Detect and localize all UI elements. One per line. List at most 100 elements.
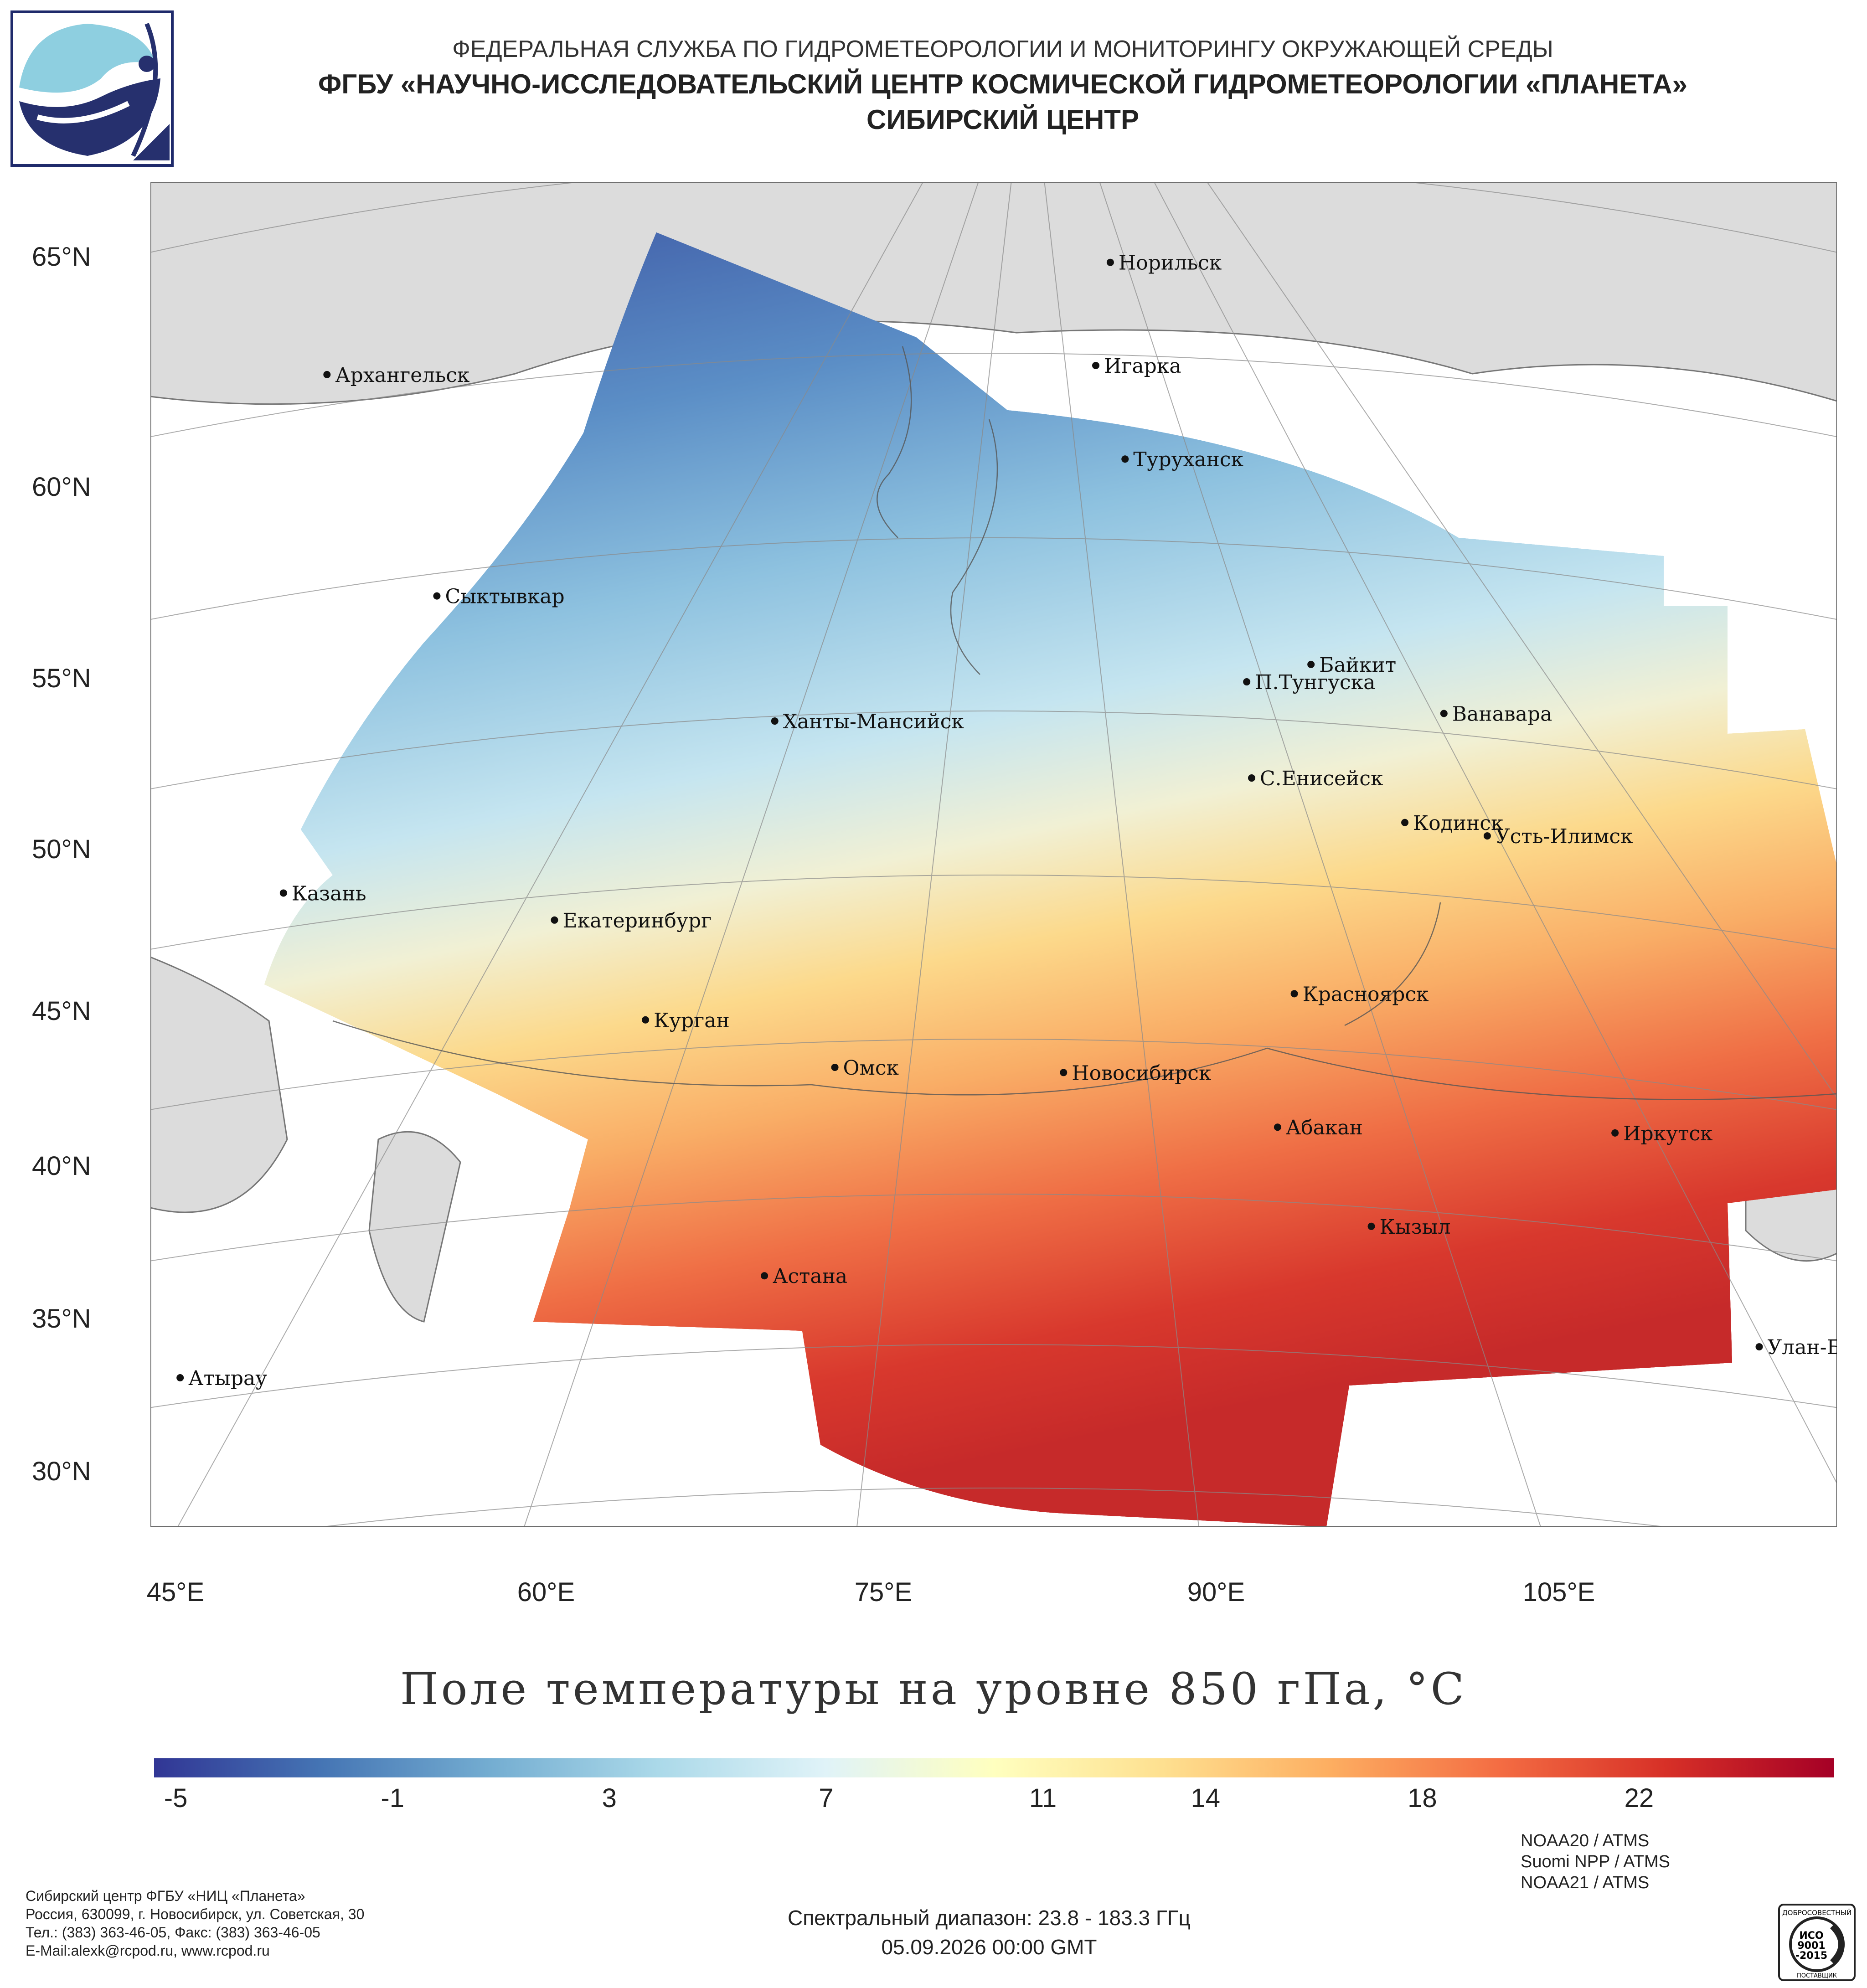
colorbar-tick-label: 7	[819, 1783, 834, 1813]
city-marker: Кодинск	[1401, 812, 1503, 835]
city-marker: Новосибирск	[1060, 1061, 1211, 1085]
iso-bottom: ПОСТАВЩИК	[1797, 1973, 1837, 1979]
city-label: П.Тунгуска	[1255, 671, 1375, 694]
city-dot	[176, 1374, 184, 1382]
city-marker: Казань	[279, 882, 366, 905]
city-label: Усть-Илимск	[1496, 825, 1633, 848]
email: E-Mail:alexk@rcpod.ru, www.rcpod.ru	[26, 1942, 270, 1959]
city-label: Кодинск	[1413, 812, 1503, 835]
city-marker: Игарка	[1092, 355, 1181, 378]
colorbar-tick-label: 3	[602, 1783, 617, 1813]
lat-label: 50°N	[32, 834, 91, 864]
city-marker: Екатеринбург	[551, 909, 712, 932]
city-dot	[1367, 1222, 1375, 1230]
city-marker: Иркутск	[1611, 1122, 1713, 1145]
city-marker: Улан-Батор	[1755, 1336, 1837, 1359]
city-label: Екатеринбург	[562, 909, 712, 932]
lat-label: 30°N	[32, 1457, 91, 1486]
temperature-map: ДиксонХатангаСабеттаНорильскАрхангельскИ…	[150, 182, 1837, 1527]
header-center: СИБИРСКИЙ ЦЕНТР	[866, 104, 1139, 135]
city-dot	[323, 371, 331, 378]
iso-text1: ИСО	[1799, 1930, 1823, 1942]
city-label: Туруханск	[1133, 448, 1243, 471]
address: Россия, 630099, г. Новосибирск, ул. Сове…	[26, 1906, 365, 1922]
header-institute: ФГБУ «НАУЧНО-ИССЛЕДОВАТЕЛЬСКИЙ ЦЕНТР КОС…	[318, 69, 1687, 99]
city-marker: Архангельск	[323, 364, 469, 387]
city-marker: Кызыл	[1367, 1215, 1451, 1239]
city-label: Астана	[773, 1265, 847, 1288]
city-dot	[1611, 1129, 1619, 1137]
city-dot	[1483, 832, 1491, 840]
city-label: Кызыл	[1380, 1215, 1451, 1239]
city-dot	[1121, 455, 1129, 463]
city-label: Омск	[843, 1056, 899, 1080]
city-marker: Усть-Илимск	[1483, 825, 1633, 848]
city-label: Красноярск	[1303, 983, 1429, 1006]
city-dot	[642, 1016, 650, 1024]
city-dot	[1401, 819, 1409, 826]
city-dot	[771, 717, 779, 725]
lon-label: 60°E	[517, 1577, 575, 1607]
city-markers: ДиксонХатангаСабеттаНорильскАрхангельскИ…	[176, 252, 1837, 1390]
city-dot	[1106, 258, 1114, 266]
lon-label: 75°E	[854, 1577, 913, 1607]
city-label: Иркутск	[1623, 1122, 1712, 1145]
colorbar-tick-label: 11	[1029, 1783, 1057, 1813]
product-info: Спектральный диапазон: 23.8 - 183.3 ГГц …	[684, 1903, 1295, 1962]
lat-label: 60°N	[32, 472, 91, 502]
city-label: Ханты-Мансийск	[783, 710, 964, 733]
city-marker: Туруханск	[1121, 448, 1243, 471]
city-dot	[433, 592, 441, 600]
city-marker: Астана	[761, 1265, 847, 1288]
city-marker: С.Енисейск	[1248, 767, 1383, 790]
city-label: Норильск	[1119, 252, 1222, 275]
city-dot	[1248, 774, 1255, 782]
city-dot	[1290, 990, 1298, 998]
city-dot	[1755, 1343, 1763, 1351]
city-marker: Атырау	[176, 1367, 267, 1390]
colorbar-tick-label: -1	[381, 1783, 404, 1813]
iso-top: ДОБРОСОВЕСТНЫЙ	[1782, 1908, 1852, 1917]
city-label: Архангельск	[335, 364, 469, 387]
phones: Тел.: (383) 363-46-05, Факс: (383) 363-4…	[26, 1924, 320, 1941]
city-label: Ванавара	[1452, 703, 1552, 726]
lat-label: 40°N	[32, 1151, 91, 1181]
city-marker: П.Тунгуска	[1243, 671, 1375, 694]
city-label: Курган	[654, 1009, 730, 1032]
iso-badge-icon: ДОБРОСОВЕСТНЫЙ ИСО 9001 -2015 ПОСТАВЩИК	[1778, 1904, 1856, 1981]
city-dot	[551, 916, 558, 924]
lon-label: 90°E	[1187, 1577, 1245, 1607]
contact-block: Сибирский центр ФГБУ «НИЦ «Планета» Росс…	[26, 1887, 364, 1960]
city-label: С.Енисейск	[1260, 767, 1383, 790]
header-agency: ФЕДЕРАЛЬНАЯ СЛУЖБА ПО ГИДРОМЕТЕОРОЛОГИИ …	[452, 36, 1553, 62]
city-marker: Норильск	[1106, 252, 1222, 275]
city-marker: Абакан	[1274, 1116, 1363, 1139]
satellite-item: NOAA20 / ATMS	[1521, 1831, 1650, 1850]
city-dot	[279, 889, 287, 897]
satellite-item: NOAA21 / ATMS	[1521, 1873, 1650, 1892]
city-dot	[1274, 1123, 1281, 1131]
observation-datetime: 05.09.2026 00:00 GMT	[881, 1935, 1097, 1959]
city-dot	[1243, 678, 1251, 686]
lat-label: 65°N	[32, 242, 91, 272]
city-dot	[831, 1063, 839, 1071]
lon-label: 45°E	[146, 1577, 205, 1607]
colorbar-tick-label: 14	[1191, 1783, 1220, 1813]
city-marker: Красноярск	[1290, 983, 1429, 1006]
iso-text2: 9001	[1797, 1940, 1825, 1952]
lon-label: 105°E	[1522, 1577, 1595, 1607]
city-marker: Курган	[642, 1009, 730, 1032]
spectral-range: Спектральный диапазон: 23.8 - 183.3 ГГц	[787, 1906, 1191, 1930]
city-marker: Сыктывкар	[433, 585, 565, 608]
city-dot	[1092, 361, 1100, 369]
colorbar	[154, 1758, 1834, 1777]
city-label: Казань	[292, 882, 366, 905]
city-dot	[1307, 660, 1315, 668]
org-name: Сибирский центр ФГБУ «НИЦ «Планета»	[26, 1888, 305, 1904]
city-dot	[761, 1272, 768, 1280]
satellite-list: NOAA20 / ATMS Suomi NPP / ATMS NOAA21 / …	[1521, 1830, 1670, 1893]
satellite-item: Suomi NPP / ATMS	[1521, 1852, 1671, 1871]
planeta-logo-icon	[10, 10, 174, 167]
city-label: Улан-Батор	[1768, 1336, 1837, 1359]
city-label: Новосибирск	[1072, 1061, 1211, 1085]
